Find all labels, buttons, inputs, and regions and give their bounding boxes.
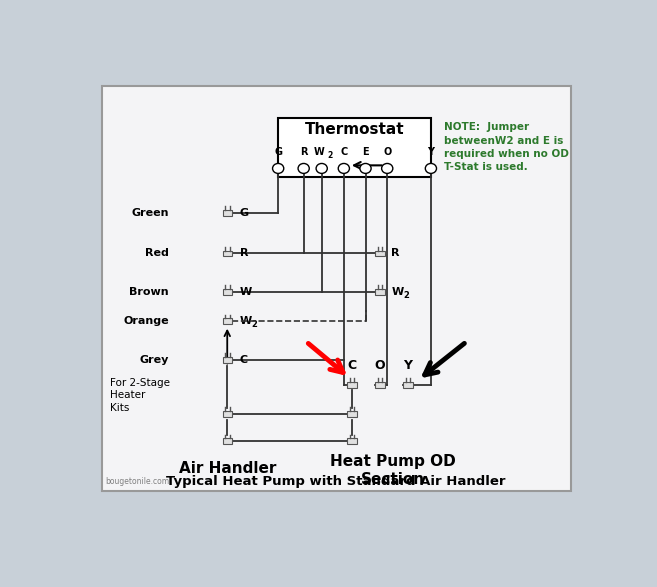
Bar [223,251,232,257]
Text: W: W [240,287,252,297]
Text: W: W [391,287,403,297]
Text: Grey: Grey [139,355,169,365]
FancyBboxPatch shape [278,118,431,177]
Text: Y: Y [428,147,434,157]
Text: Heat Pump OD
Section: Heat Pump OD Section [330,454,455,487]
Text: Red: Red [145,248,169,258]
Circle shape [360,163,371,173]
Text: C: C [340,147,348,157]
Circle shape [425,163,436,173]
Text: 2: 2 [403,291,409,299]
FancyBboxPatch shape [102,86,571,491]
Bar [403,382,413,387]
Text: Orange: Orange [123,316,169,326]
Circle shape [273,163,284,173]
Text: C: C [348,359,357,372]
Text: Typical Heat Pump with Standard Air Handler: Typical Heat Pump with Standard Air Hand… [166,475,506,488]
Text: Thermostat: Thermostat [305,123,404,137]
Text: R: R [240,248,248,258]
Text: 2: 2 [327,151,332,160]
Circle shape [338,163,350,173]
Text: Air Handler: Air Handler [179,461,276,475]
Bar [348,411,357,417]
Text: Green: Green [131,208,169,218]
Text: R: R [391,248,399,258]
Bar [223,318,232,324]
Bar [223,357,232,363]
Text: Brown: Brown [129,287,169,297]
Text: 2: 2 [251,320,257,329]
Text: O: O [374,359,385,372]
Bar [223,289,232,295]
Bar [223,411,232,417]
Bar [375,251,384,257]
Text: W: W [314,147,325,157]
Text: C: C [240,355,248,365]
Bar [375,382,384,387]
Circle shape [382,163,393,173]
Text: E: E [362,147,369,157]
Bar [375,289,384,295]
Bar [348,382,357,387]
Text: NOTE:  Jumper
betweenW2 and E is
required when no OD
T-Stat is used.: NOTE: Jumper betweenW2 and E is required… [443,123,568,172]
Text: R: R [300,147,307,157]
Text: W: W [240,316,252,326]
Text: O: O [383,147,392,157]
Text: bougetonile.com: bougetonile.com [105,477,169,486]
Circle shape [316,163,327,173]
Bar [223,438,232,444]
Bar [348,438,357,444]
Circle shape [298,163,309,173]
Text: G: G [274,147,282,157]
Text: Y: Y [403,359,413,372]
Text: G: G [240,208,249,218]
Text: For 2-Stage
Heater
Kits: For 2-Stage Heater Kits [110,378,170,413]
Bar [223,210,232,216]
